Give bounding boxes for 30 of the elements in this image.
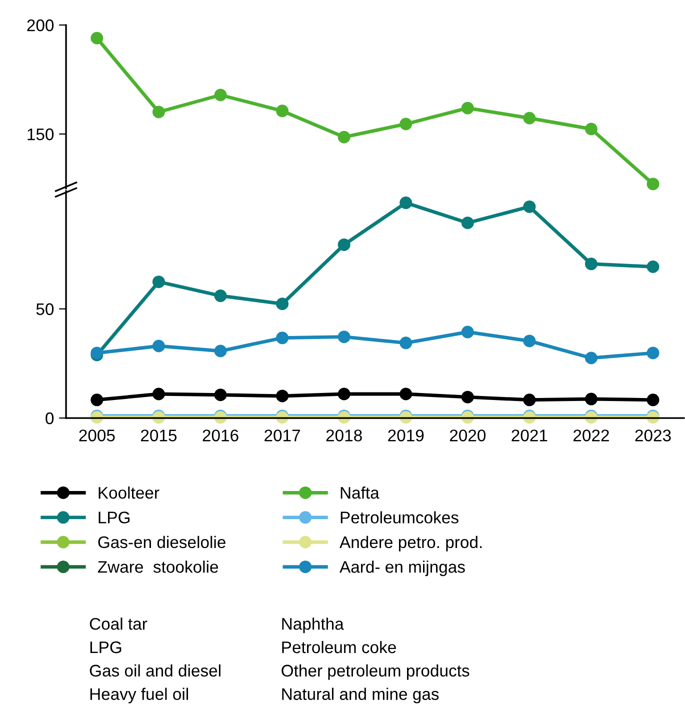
legend-label: Aard- en mijngas [340,560,465,576]
legend-label: Petroleumcokes [340,511,458,524]
y-tick-label: 50 [36,303,54,316]
legend-label: Koolteer [98,486,160,499]
legend-label: LPG [98,512,130,524]
text: Gas oil and diesel [90,664,220,677]
legend-label: Zware stookolie [98,560,218,573]
x-tick-label: 2020 [450,430,486,442]
text: Naphtha [282,618,344,634]
x-tick-label: 2021 [512,430,548,442]
legend-label: Nafta [340,486,380,499]
text: Coal tar [90,618,148,630]
x-tick-label: 2005 [79,430,115,442]
text: LPG [90,641,122,654]
text: Other petroleum products [282,664,470,680]
x-tick-label: 2018 [326,430,362,442]
legend-label: Andere petro. prod. [340,536,482,552]
x-tick-label: 2015 [141,430,177,442]
y-tick-label: 0 [46,412,54,424]
x-tick-label: 2022 [574,430,609,442]
text: Petroleum coke [282,640,396,654]
y-tick-label: 150 [28,128,54,140]
text: Heavy fuel oil [90,688,188,704]
legend-label: Gas-en dieselolie [98,536,226,548]
x-tick-label: 2017 [264,430,300,442]
y-tick-label: 200 [27,19,54,32]
x-tick-label: 2019 [388,430,424,442]
x-tick-label: 2023 [635,430,671,442]
x-tick-label: 2016 [202,430,238,442]
text: Natural and mine gas [282,688,439,704]
